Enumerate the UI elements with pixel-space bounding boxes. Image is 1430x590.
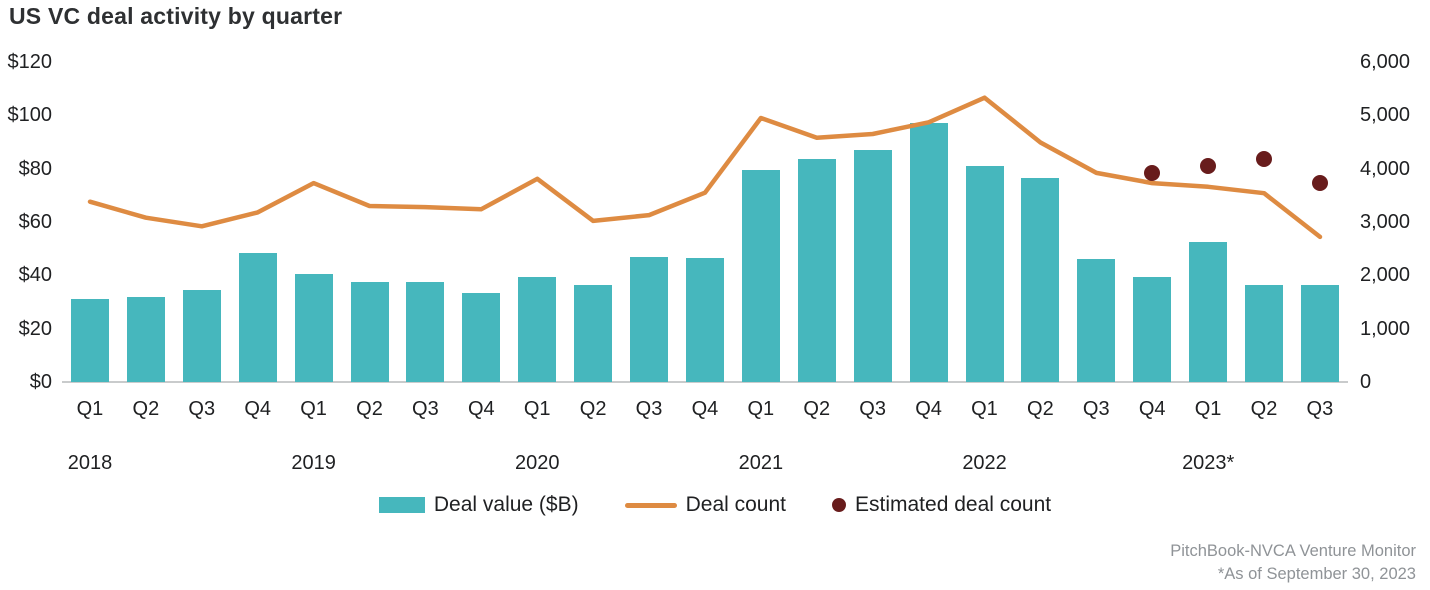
quarter-label: Q3 [859,398,886,420]
axis-tick-label: $80 [18,157,52,180]
year-label: 2019 [291,452,336,474]
quarter-label: Q1 [971,398,998,420]
deal-value-bar [462,292,501,382]
deal-value-bar [1133,276,1172,382]
quarter-label: Q3 [1082,398,1110,420]
estimated-deal-count-dot [1312,175,1329,192]
axis-tick-label: 6,000 [1360,51,1411,73]
deal-value-bar [909,123,948,382]
quarter-label: Q2 [803,398,831,420]
deal-value-bar [630,256,669,382]
deal-value-bar [1301,284,1340,382]
deal-value-bar [518,276,557,382]
plot-area [62,62,1348,383]
quarter-label: Q3 [412,398,439,420]
quarter-label: Q3 [188,398,216,420]
left-axis-ticks: $120 $100 $80 $60 $40 $20 $0 [0,49,53,395]
axis-tick-label: 3,000 [1360,210,1411,233]
axis-tick-label: $120 [7,51,53,73]
axis-tick-label: $20 [18,317,52,340]
quarter-label: Q2 [132,398,160,420]
year-label: 2021 [738,452,784,474]
deal-value-bar [350,282,389,382]
deal-value-bar [126,296,165,382]
footnote-line: *As of September 30, 2023 [1217,565,1416,583]
quarter-label: Q2 [1027,398,1054,420]
deal-value-bar [853,150,892,382]
deal-value-bar [797,159,836,382]
legend: Deal value ($B) Deal count Estimated dea… [0,493,1430,517]
axis-tick-label: 2,000 [1360,264,1411,287]
quarter-label: Q1 [523,398,551,420]
legend-item-deal-value: Deal value ($B) [378,493,579,517]
source-attribution: PitchBook-NVCA Venture Monitor *As of Se… [1170,540,1416,586]
legend-item-estimated-deal-count: Estimated deal count [832,493,1051,517]
quarter-label: Q4 [915,398,942,420]
quarter-label: Q2 [579,398,607,420]
deal-value-bar [1077,259,1116,382]
deal-value-bar [238,252,277,382]
quarter-label: Q1 [76,398,104,420]
deal-value-bar [1189,242,1228,382]
axis-tick-label: $40 [18,264,52,287]
right-axis-ticks: 6,000 5,000 4,000 3,000 2,000 1,000 0 [1360,49,1426,395]
legend-label: Deal value ($B) [433,493,579,516]
deal-value-bar [406,282,445,382]
quarter-label: Q4 [1138,398,1166,420]
quarter-label: Q3 [635,398,663,420]
quarter-label: Q4 [467,398,495,420]
quarter-label: Q3 [1306,398,1334,420]
estimated-deal-count-dot [1256,151,1273,168]
legend-label: Deal count [685,493,786,516]
axis-tick-label: $0 [29,370,52,393]
year-label: 2018 [67,452,113,474]
bar-swatch-icon [378,497,425,513]
axis-tick-label: 4,000 [1360,157,1411,180]
axis-tick-label: 1,000 [1360,317,1411,340]
deal-value-bar [965,166,1004,382]
deal-value-bar [574,284,613,382]
quarter-label: Q4 [244,398,272,420]
axis-tick-label: $100 [7,104,53,127]
source-line: PitchBook-NVCA Venture Monitor [1170,542,1416,560]
year-label: 2022 [962,452,1007,474]
axis-tick-label: 0 [1360,370,1372,393]
estimated-deal-count-dot [1200,158,1217,174]
dot-swatch-icon [832,498,846,512]
deal-value-bar [1245,284,1284,382]
quarter-label: Q1 [1194,398,1222,420]
year-label: 2020 [515,452,560,474]
x-axis-baseline [62,381,1348,383]
deal-value-bar [182,290,221,382]
axis-tick-label: $60 [18,210,52,233]
quarter-label: Q1 [747,398,775,420]
deal-value-bar [1021,178,1060,382]
quarter-label: Q2 [1250,398,1278,420]
quarter-axis: Q1 Q2 Q3 Q4 Q1 Q2 Q3 Q4 Q1 Q2 Q3 Q4 Q1 Q2 Q3 Q4 Q1 Q2 Q3 Q4… [62,398,1348,421]
year-label: 2023* [1182,452,1235,474]
axis-tick-label: 5,000 [1360,104,1411,127]
deal-value-bar [294,274,333,382]
deal-value-bar [741,170,780,382]
legend-item-deal-count: Deal count [624,493,786,517]
quarter-label: Q2 [356,398,383,420]
legend-label: Estimated deal count [855,493,1052,516]
deal-value-bar [686,258,724,382]
quarter-label: Q4 [691,398,719,420]
chart-title: US VC deal activity by quarter [9,3,343,29]
deal-value-bar [70,299,109,382]
quarter-label: Q1 [300,398,327,420]
line-swatch-icon [624,502,677,508]
estimated-deal-count-dot [1144,164,1161,181]
